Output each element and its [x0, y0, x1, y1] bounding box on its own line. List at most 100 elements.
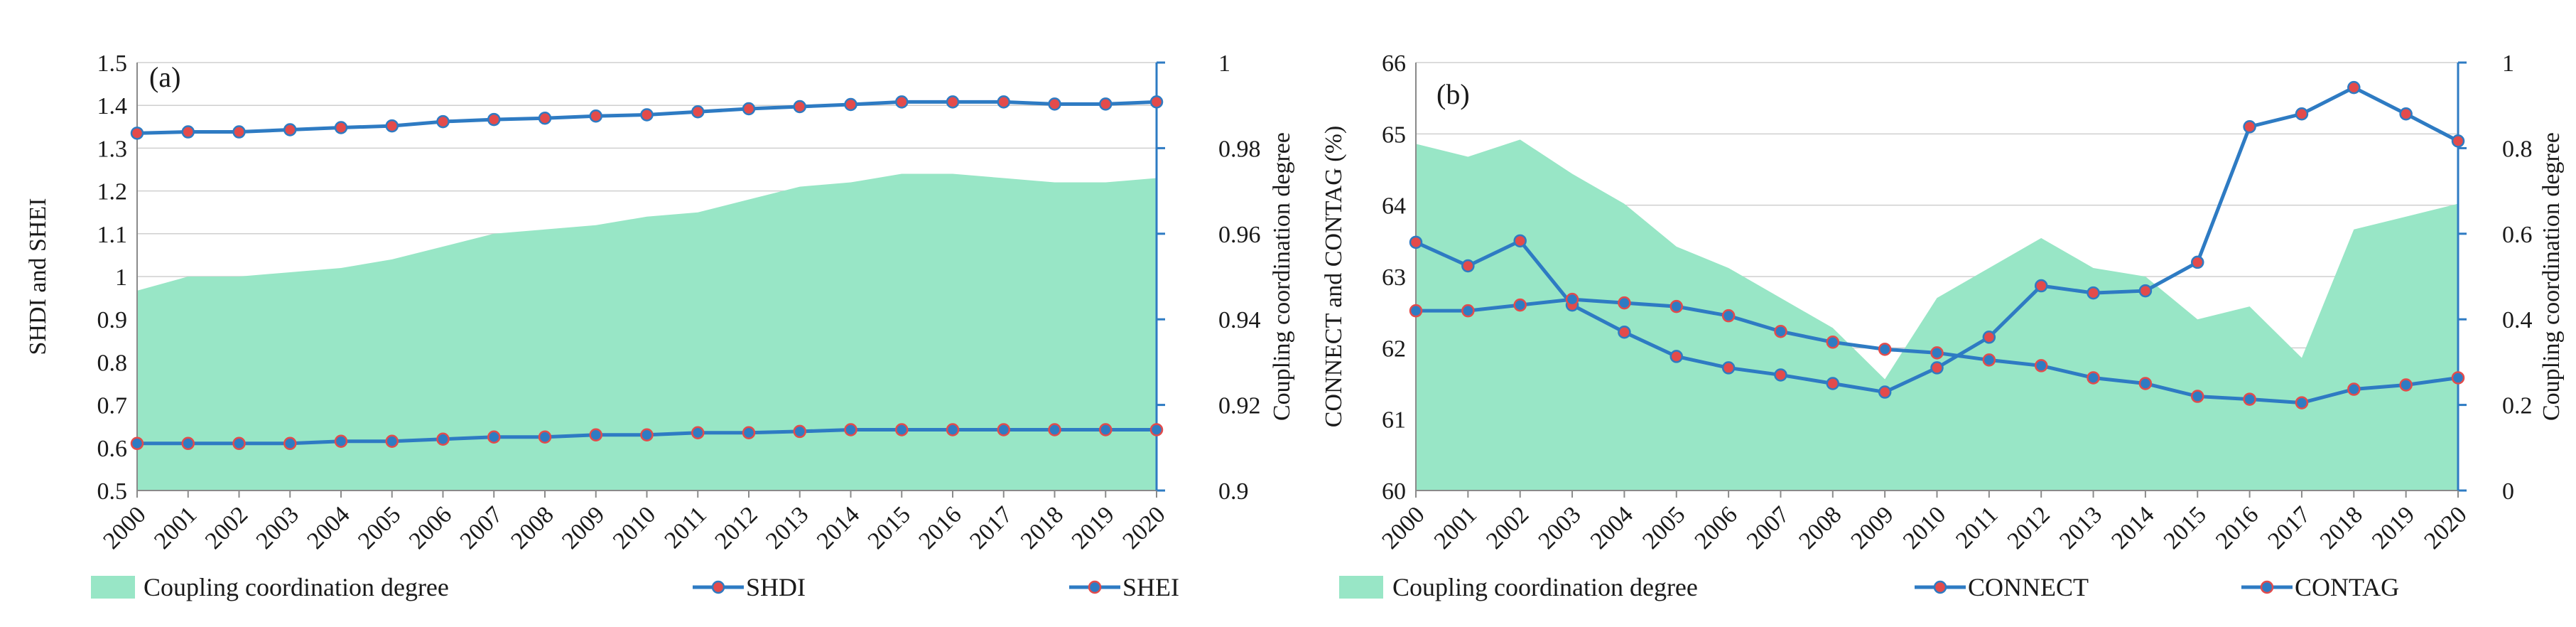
- data-point-contag: [1826, 336, 1840, 349]
- y2-tick-label: 0.9: [1218, 478, 1249, 505]
- y-axis-title: SHDI and SHEI: [25, 198, 51, 355]
- data-point-contag: [1721, 309, 1736, 323]
- y-tick-label: 1.3: [97, 136, 128, 162]
- legend-marker-2: [1088, 580, 1102, 594]
- data-point-shei: [181, 436, 195, 451]
- data-point-shdi: [487, 112, 501, 127]
- data-point-shei: [946, 423, 960, 436]
- y2-tick-label: 1: [2502, 50, 2514, 77]
- panel-label: (a): [149, 61, 180, 93]
- coupling-area: [137, 173, 1157, 491]
- x-tick-label: 2017: [965, 501, 1017, 554]
- data-point-shei: [895, 423, 909, 436]
- data-point-shei: [1099, 423, 1113, 436]
- y-tick-label: 66: [1382, 50, 1406, 77]
- data-point-shdi: [742, 102, 756, 116]
- data-point-contag: [2243, 392, 2256, 406]
- y-tick-label: 0.7: [97, 393, 128, 419]
- y2-tick-label: 0.6: [2502, 222, 2533, 248]
- data-point-shei: [487, 430, 501, 444]
- x-tick-label: 2012: [2003, 501, 2055, 554]
- data-point-connect: [1409, 235, 1423, 250]
- x-tick-label: 2010: [608, 501, 661, 554]
- x-tick-label: 2015: [2159, 501, 2212, 554]
- y-tick-label: 60: [1382, 478, 1406, 505]
- data-point-shdi: [589, 109, 602, 123]
- x-tick-label: 2008: [506, 501, 558, 554]
- data-point-shei: [436, 432, 450, 446]
- data-point-contag: [1930, 346, 1944, 360]
- data-point-connect: [2243, 120, 2256, 134]
- data-point-contag: [2399, 378, 2413, 392]
- data-point-shei: [1048, 423, 1061, 436]
- legend-label-area: Coupling coordination degree: [1392, 573, 1698, 601]
- data-point-connect: [1930, 361, 1944, 375]
- data-point-shdi: [793, 100, 806, 114]
- data-point-shdi: [1048, 97, 1061, 111]
- y2-tick-label: 1: [1218, 50, 1230, 77]
- data-point-connect: [2399, 107, 2413, 121]
- x-tick-label: 2018: [1016, 501, 1068, 554]
- y-tick-label: 0.9: [97, 307, 128, 333]
- x-tick-label: 2016: [914, 501, 966, 554]
- panel-label: (b): [1436, 78, 1470, 110]
- x-tick-label: 2005: [1638, 501, 1690, 554]
- data-point-shdi: [538, 112, 552, 125]
- data-point-shei: [589, 428, 602, 441]
- x-tick-label: 2014: [2106, 501, 2159, 554]
- data-point-contag: [2138, 377, 2153, 390]
- x-tick-label: 2007: [1742, 501, 1795, 554]
- legend-swatch-area: [91, 576, 135, 599]
- data-point-contag: [1878, 343, 1892, 356]
- x-tick-label: 2017: [2263, 501, 2315, 554]
- x-tick-label: 2004: [302, 501, 355, 554]
- data-point-shei: [130, 436, 144, 451]
- data-point-shdi: [130, 127, 144, 140]
- data-point-contag: [2295, 396, 2309, 409]
- data-point-connect: [2087, 286, 2100, 300]
- data-point-connect: [1878, 385, 1892, 399]
- x-tick-label: 2005: [353, 501, 406, 554]
- x-tick-label: 2002: [200, 501, 253, 554]
- data-point-contag: [1461, 304, 1475, 318]
- x-tick-label: 2001: [1429, 501, 1482, 554]
- data-point-contag: [1982, 353, 1996, 367]
- data-point-connect: [1669, 350, 1683, 363]
- x-tick-label: 2004: [1586, 501, 1638, 554]
- data-point-connect: [1461, 259, 1475, 273]
- data-point-connect: [1513, 234, 1527, 248]
- y-tick-label: 62: [1382, 336, 1406, 362]
- x-tick-label: 2015: [863, 501, 916, 554]
- data-point-shdi: [691, 104, 705, 119]
- data-point-contag: [1513, 298, 1527, 312]
- legend-label-series: CONNECT: [1968, 573, 2089, 601]
- x-tick-label: 2012: [710, 501, 762, 554]
- data-point-shei: [691, 426, 705, 439]
- y-tick-label: 61: [1382, 407, 1406, 434]
- x-tick-label: 2011: [1951, 501, 2003, 553]
- x-tick-label: 2019: [2367, 501, 2420, 554]
- data-point-shdi: [334, 121, 348, 134]
- x-tick-label: 2003: [1533, 501, 1586, 554]
- y2-tick-label: 0.98: [1218, 136, 1261, 162]
- data-point-shdi: [1149, 95, 1164, 109]
- legend-marker-1: [711, 580, 725, 594]
- x-tick-label: 2006: [404, 501, 457, 554]
- legend-marker-1: [1933, 580, 1947, 594]
- data-point-connect: [2191, 255, 2204, 269]
- data-point-contag: [1618, 296, 1631, 310]
- data-point-shei: [997, 423, 1010, 436]
- legend-label-series: CONTAG: [2295, 573, 2399, 601]
- legend-label-area: Coupling coordination degree: [144, 573, 449, 601]
- y2-axis-title: Coupling coordination degree: [1269, 132, 1295, 421]
- data-point-connect: [1982, 331, 1996, 344]
- data-point-shdi: [385, 119, 399, 133]
- data-point-contag: [1774, 325, 1787, 338]
- x-tick-label: 2013: [2055, 501, 2107, 554]
- x-tick-label: 2000: [1377, 501, 1429, 554]
- y2-tick-label: 0.8: [2502, 136, 2533, 162]
- data-point-shei: [793, 424, 806, 439]
- data-point-shei: [232, 436, 246, 451]
- legend-marker-2: [2260, 580, 2274, 594]
